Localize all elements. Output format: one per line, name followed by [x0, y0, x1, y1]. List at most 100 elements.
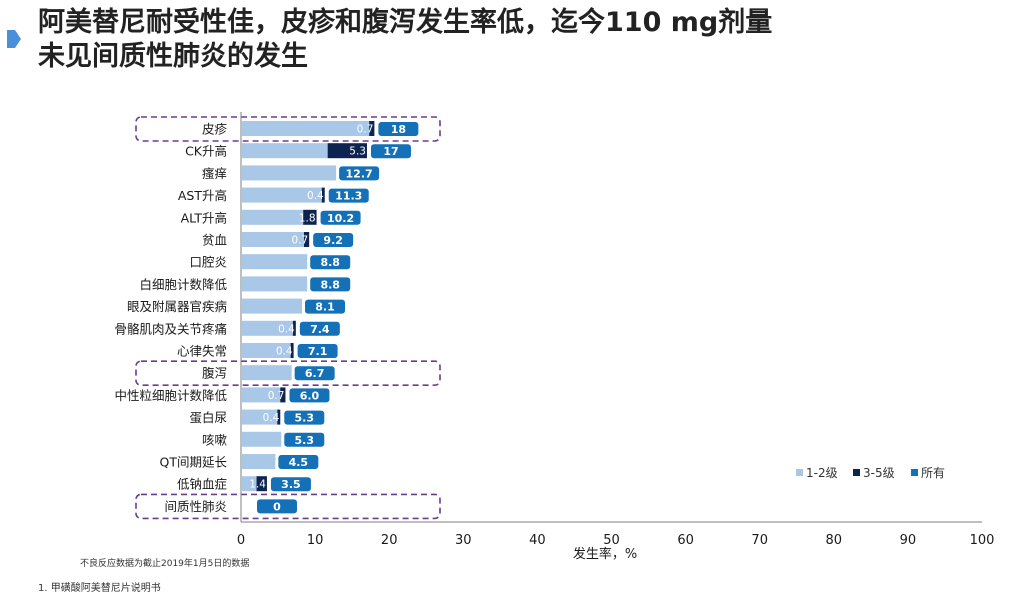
all-total-label: 9.2: [323, 234, 343, 247]
x-tick-label: 80: [826, 533, 843, 548]
all-total-label: 6.7: [305, 367, 325, 380]
bar-all-total: [310, 255, 351, 270]
bar-all-total: [270, 477, 311, 492]
category-label: 骨骼肌肉及关节疼痛: [114, 321, 227, 336]
x-tick-label: 60: [677, 533, 694, 548]
category-label: 皮疹: [202, 122, 228, 137]
bar-grade35: [327, 143, 367, 159]
category-label: 白细胞计数降低: [139, 277, 227, 292]
all-total-label: 8.1: [315, 301, 335, 314]
bar-grade35: [303, 209, 317, 225]
all-total-label: 10.2: [327, 212, 354, 225]
bar-all-total: [299, 321, 340, 336]
all-total-label: 7.1: [308, 345, 328, 358]
all-total-label: 3.5: [281, 478, 301, 491]
bar-grade35: [280, 387, 286, 403]
category-label: ALT升高: [181, 210, 227, 225]
grade35-label: 0.4: [263, 412, 280, 424]
category-label: 低钠血症: [177, 477, 227, 492]
all-total-label: 12.7: [346, 167, 373, 180]
legend-swatch: [853, 469, 860, 476]
legend-label: 所有: [921, 466, 945, 480]
category-label: 瘙痒: [202, 166, 227, 181]
bar-all-total: [310, 277, 351, 292]
all-total-label: 0: [273, 500, 281, 513]
bar-all-total: [339, 166, 380, 181]
x-tick-label: 20: [381, 533, 398, 548]
x-tick-label: 70: [751, 533, 768, 548]
x-tick-label: 90: [900, 533, 917, 548]
all-total-label: 6.0: [300, 389, 320, 402]
bar-grade12: [242, 209, 305, 225]
bar-all-total: [294, 366, 335, 381]
bar-all-total: [284, 410, 325, 425]
category-label: 心律失常: [177, 344, 227, 359]
page-title: 阿美替尼耐受性佳，皮疹和腹泻发生率低，迄今110 mg剂量 未见间质性肺炎的发生: [38, 6, 772, 74]
category-label: 口腔炎: [189, 255, 227, 270]
bar-all-total: [378, 122, 419, 136]
bar-grade12: [242, 454, 276, 469]
bar-grade12: [242, 343, 292, 358]
bar-grade35: [303, 232, 310, 247]
bar-grade12: [242, 431, 282, 447]
grade35-label: 0.7: [268, 390, 285, 402]
category-label: CK升高: [185, 144, 227, 159]
title-marker-icon: [7, 30, 21, 48]
bar-grade12: [242, 387, 282, 403]
bar-grade12: [242, 121, 371, 136]
grade35-label: 0.7: [357, 124, 374, 136]
bar-all-total: [320, 210, 361, 225]
bar-grade12: [242, 187, 323, 203]
bar-all-total: [370, 144, 411, 159]
category-label: 中性粒细胞计数降低: [114, 388, 227, 403]
category-label: 间质性肺炎: [164, 499, 227, 514]
category-label: 蛋白尿: [189, 410, 227, 425]
all-total-label: 8.8: [320, 256, 340, 269]
bar-all-total: [305, 299, 346, 314]
all-total-label: 8.8: [320, 278, 340, 291]
category-label: QT间期延长: [160, 455, 228, 470]
bar-grade12: [242, 476, 258, 492]
bar-grade12: [242, 320, 294, 336]
grade35-label: 0.4: [278, 323, 295, 335]
reference-note: 1. 甲磺酸阿美替尼片说明书: [38, 583, 161, 594]
x-tick-label: 0: [237, 533, 245, 548]
grade35-label: 5.3: [349, 146, 366, 158]
bar-all-total: [284, 432, 325, 447]
bar-grade35: [290, 343, 294, 358]
category-label: 腹泻: [202, 366, 227, 381]
title-line-2: 未见间质性肺炎的发生: [38, 41, 308, 72]
bar-grade35: [292, 320, 296, 336]
bar-grade12: [242, 365, 292, 381]
bar-all-total: [257, 499, 297, 514]
bar-all-total: [278, 455, 319, 469]
bar-all-total: [289, 388, 330, 403]
bar-grade12: [242, 276, 308, 292]
legend-label: 1-2级: [806, 466, 838, 480]
x-axis-title: 发生率，%: [573, 546, 637, 562]
grade35-label: 0.7: [291, 235, 308, 247]
bar-grade12: [242, 254, 308, 270]
highlight-frame: [135, 493, 441, 520]
x-tick-label: 30: [455, 533, 472, 548]
legend-swatch: [796, 469, 803, 476]
bar-grade35: [321, 187, 325, 203]
all-total-label: 7.4: [310, 323, 330, 336]
grade35-label: 1.8: [299, 212, 316, 224]
category-label: 贫血: [202, 233, 227, 248]
x-tick-label: 40: [529, 533, 546, 548]
legend-swatch: [911, 469, 918, 476]
category-label: 眼及附属器官疾病: [127, 299, 227, 314]
bar-grade12: [242, 409, 279, 425]
x-tick-label: 100: [970, 533, 995, 548]
bar-grade35: [369, 121, 375, 136]
bar-grade12: [242, 298, 303, 314]
bar-grade35: [256, 476, 267, 492]
highlight-frame: [135, 116, 441, 142]
bar-all-total: [313, 233, 354, 247]
legend-label: 3-5级: [863, 466, 895, 480]
category-label: AST升高: [178, 188, 227, 203]
x-tick-label: 10: [307, 533, 324, 548]
bar-grade12: [242, 143, 329, 159]
